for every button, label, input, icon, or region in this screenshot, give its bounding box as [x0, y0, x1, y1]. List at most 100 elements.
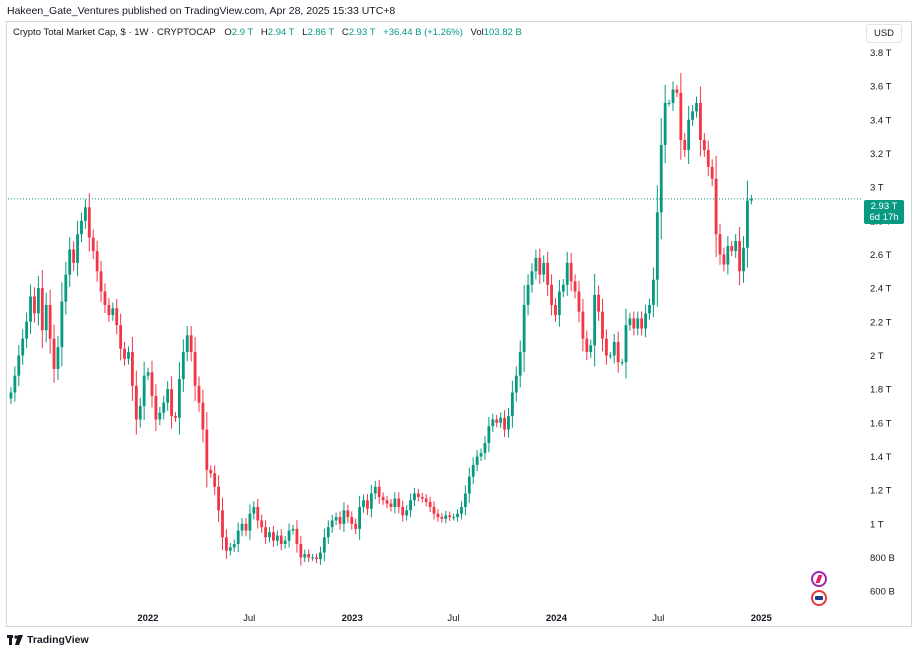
candle-body: [734, 240, 738, 252]
candle-body: [546, 262, 550, 285]
high-value: 2.94 T: [267, 27, 295, 38]
candle-body: [99, 271, 103, 292]
candle-body: [68, 249, 72, 275]
candle-body: [221, 510, 224, 538]
candle-body: [632, 318, 636, 329]
candle-body: [432, 506, 436, 514]
candle-body: [655, 212, 659, 280]
candle-body: [397, 498, 401, 507]
candle-body: [675, 89, 679, 93]
candle-body: [295, 528, 299, 545]
candle-body: [177, 379, 181, 418]
candle-body: [424, 498, 428, 502]
candle-body: [228, 547, 232, 551]
candle-body: [526, 284, 530, 305]
candle-body: [471, 464, 475, 477]
candle-body: [25, 321, 29, 339]
candle-body: [393, 498, 397, 507]
candle-body: [460, 506, 463, 514]
volume-value: 103.82 B: [483, 27, 522, 38]
candle-body: [150, 372, 154, 396]
y-tick-label: 2 T: [870, 351, 884, 362]
candle-body: [593, 294, 597, 346]
candle-body: [475, 456, 479, 465]
y-tick-label: 1.6 T: [870, 418, 892, 429]
tradingview-logo-icon: [7, 635, 23, 645]
candle-body: [303, 554, 307, 558]
candle-body: [21, 338, 25, 356]
candle-body: [209, 469, 213, 474]
candle-body: [33, 296, 36, 314]
candle-body: [534, 257, 538, 272]
candle-body: [338, 517, 342, 524]
candle-body: [695, 102, 698, 112]
candle-body: [389, 503, 393, 507]
candle-body: [440, 517, 444, 519]
candle-body: [569, 262, 573, 282]
candle-body: [671, 89, 675, 103]
candle-body: [358, 506, 362, 529]
candle-body: [123, 348, 126, 359]
y-tick-label: 1.8 T: [870, 385, 892, 396]
y-tick-label: 2.4 T: [870, 284, 892, 295]
candle-body: [377, 486, 381, 497]
candle-body: [76, 234, 79, 263]
candle-body: [679, 92, 683, 140]
candle-body: [319, 552, 322, 560]
volume-label: Vol: [470, 27, 484, 38]
candle-body: [601, 311, 604, 339]
candle-body: [483, 443, 487, 454]
footer-brand[interactable]: TradingView: [7, 634, 89, 646]
candle-body: [510, 392, 514, 417]
candle-body: [275, 535, 279, 541]
currency-button[interactable]: USD: [866, 24, 902, 43]
candle-body: [659, 145, 663, 213]
candle-body: [550, 284, 553, 305]
candle-body: [616, 341, 620, 363]
y-tick-label: 1.4 T: [870, 452, 892, 463]
candle-body: [663, 102, 667, 146]
candle-body: [36, 288, 40, 314]
candle-body: [64, 274, 68, 302]
candle-body: [702, 139, 706, 151]
candle-body: [722, 254, 726, 265]
y-tick-label: 800 B: [870, 553, 895, 564]
candle-body: [299, 544, 303, 558]
candle-body: [248, 513, 252, 531]
candle-body: [683, 139, 687, 151]
candle-body: [608, 355, 612, 357]
y-tick-label: 2.6 T: [870, 250, 892, 261]
candle-body: [56, 347, 60, 369]
y-tick-label: 1 T: [870, 519, 884, 530]
lightning-icon[interactable]: [811, 571, 827, 587]
candle-body: [213, 473, 217, 487]
candle-body: [491, 419, 495, 427]
candle-body: [330, 520, 334, 528]
candle-body: [17, 355, 21, 376]
candle-body: [142, 375, 146, 406]
candle-body: [283, 540, 287, 545]
candle-body: [87, 207, 91, 238]
candle-body: [405, 510, 409, 516]
y-tick-label: 3.8 T: [870, 48, 892, 59]
candle-body: [130, 352, 134, 386]
volume-readout: Vol103.82 B: [471, 27, 522, 38]
candle-body: [589, 345, 593, 353]
candle-body: [326, 527, 330, 538]
candle-body: [495, 419, 499, 423]
candle-body: [311, 557, 315, 559]
candle-body: [256, 506, 260, 521]
candle-body: [624, 325, 628, 363]
last-price-value: 2.93 T: [870, 201, 898, 212]
low-value: 2.86 T: [307, 27, 335, 38]
symbol-label[interactable]: Crypto Total Market Cap, $ · 1W · CRYPTO…: [13, 27, 216, 38]
candle-body: [232, 544, 236, 548]
candle-body: [436, 513, 440, 518]
candle-body: [369, 493, 373, 509]
us-flag-icon[interactable]: [811, 590, 827, 606]
last-price-tag: 2.93 T 6d 17h: [864, 200, 904, 224]
candle-body: [29, 296, 32, 322]
candle-body: [111, 308, 115, 316]
candle-body: [479, 453, 483, 457]
candle-body: [366, 500, 369, 509]
